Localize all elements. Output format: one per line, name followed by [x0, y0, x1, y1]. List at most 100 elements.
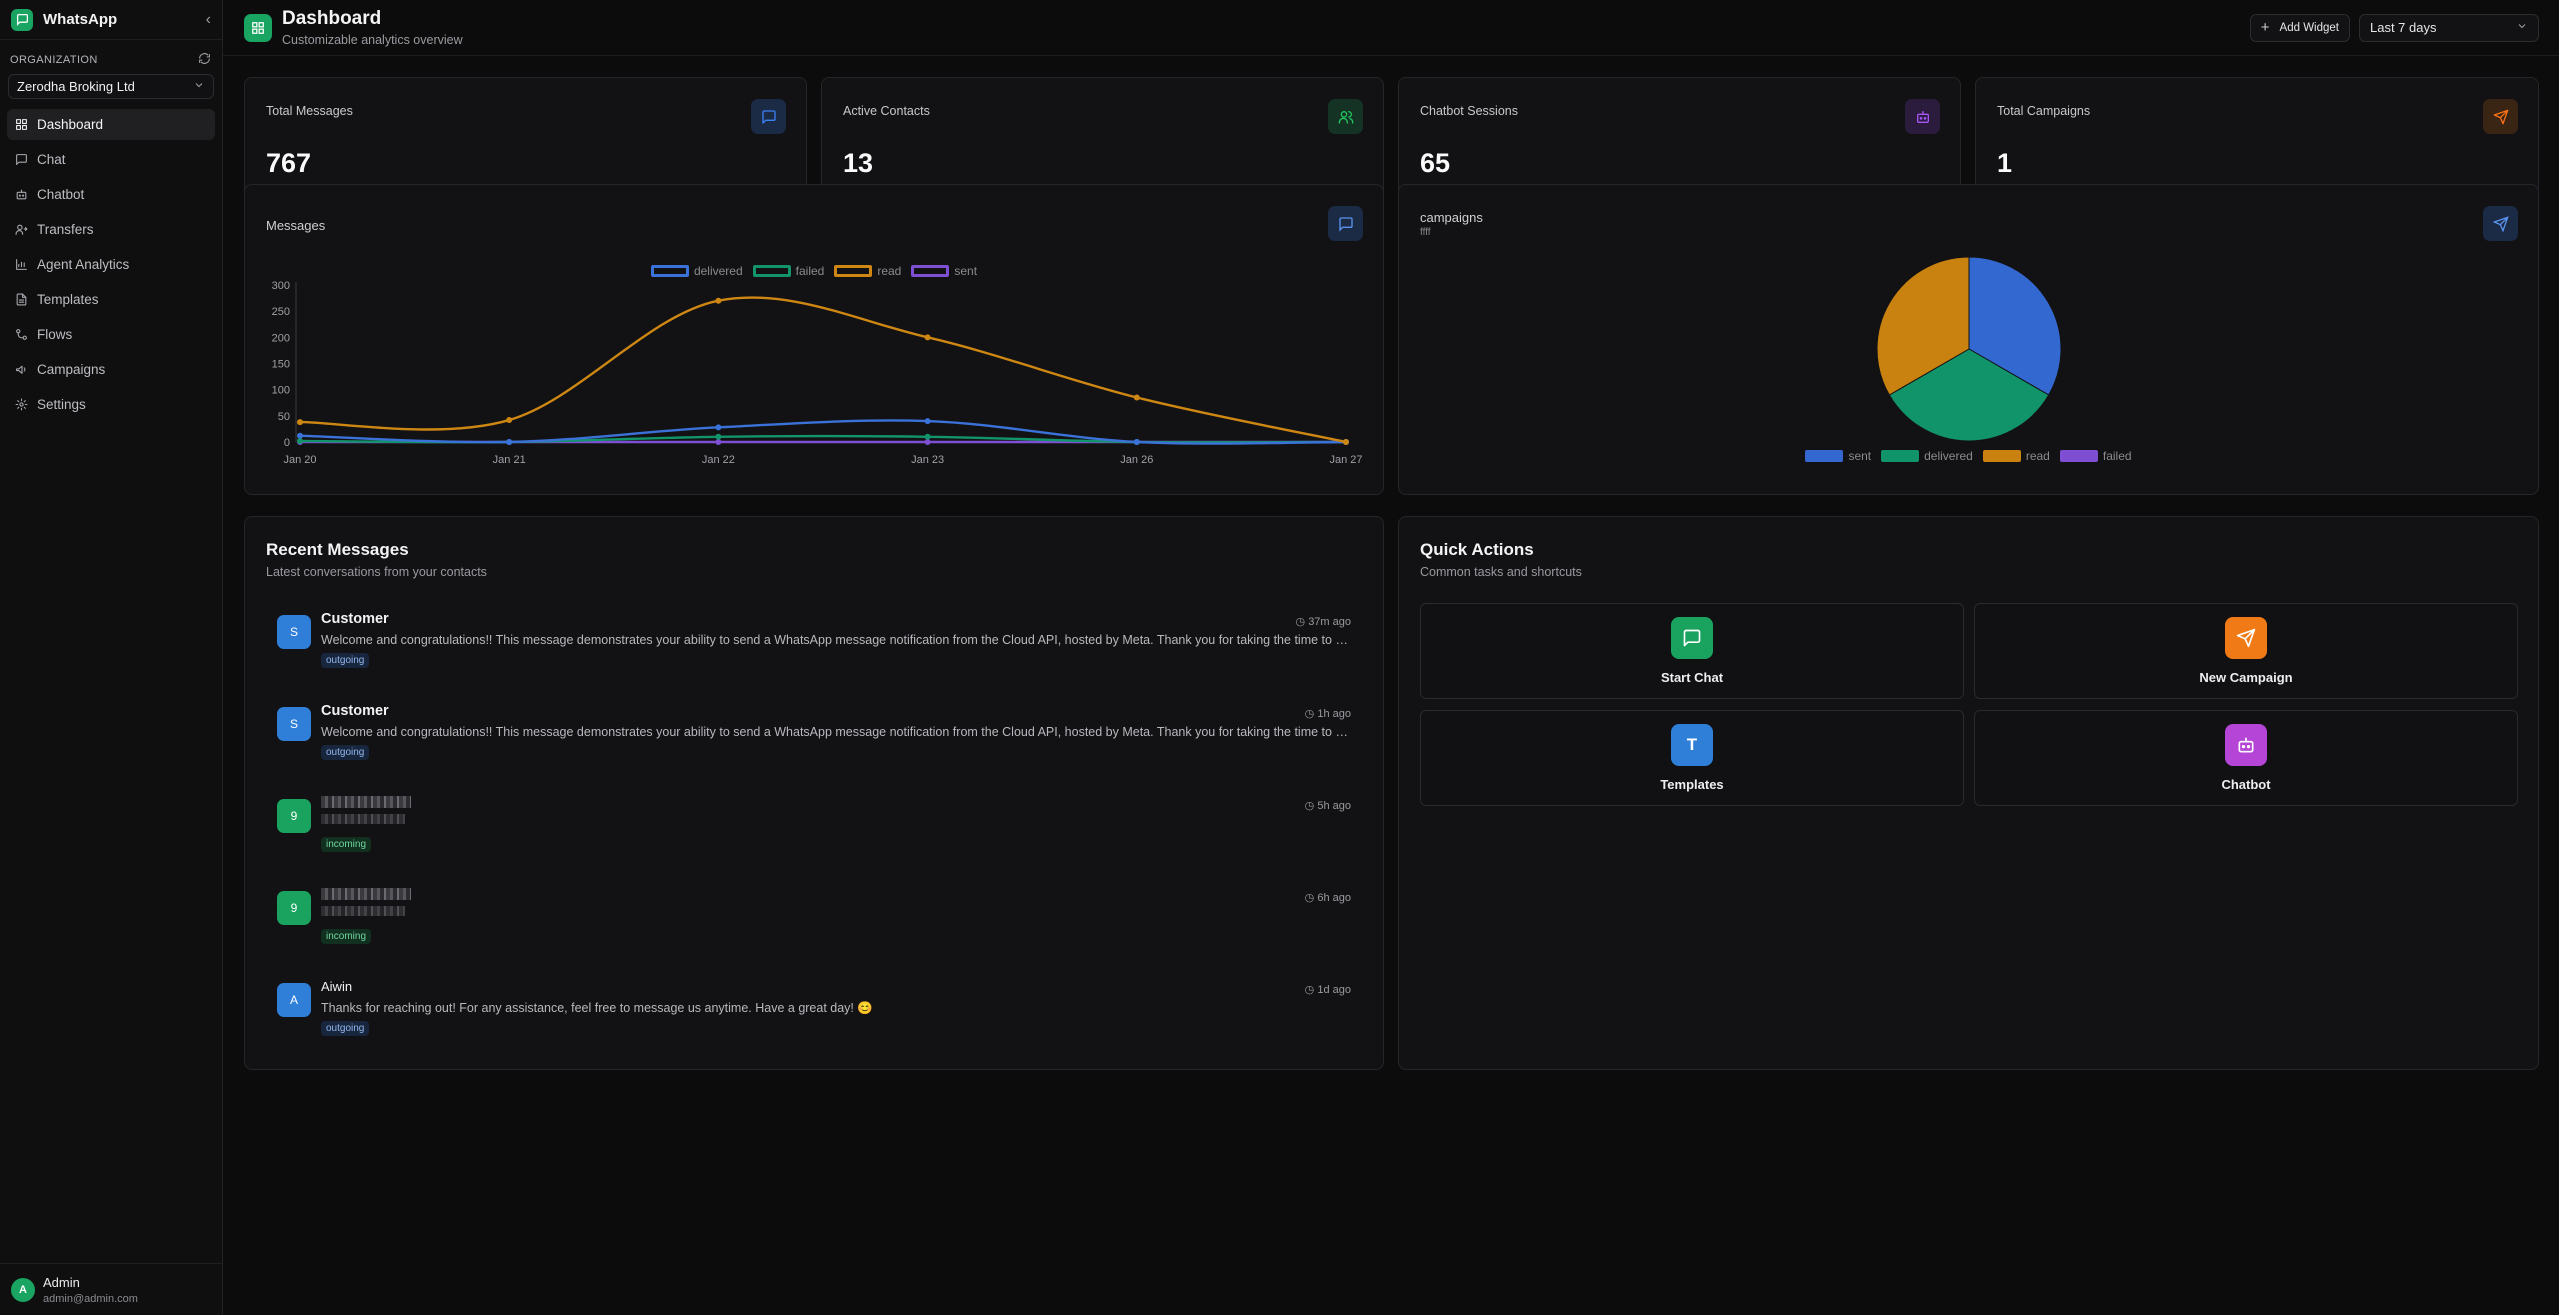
org-select-value: Zerodha Broking Ltd [17, 79, 135, 94]
stat-title: Chatbot Sessions [1420, 104, 1518, 118]
quick-action-label: Chatbot [2221, 777, 2271, 792]
legend-item-failed[interactable]: failed [2059, 449, 2132, 463]
users-icon [1328, 99, 1363, 134]
campaigns-chart-subtitle: ffff [1420, 227, 1431, 238]
quick-action-label: New Campaign [2199, 670, 2293, 685]
quick-actions-title: Quick Actions [1420, 540, 1534, 559]
page-title: Dashboard [282, 8, 382, 29]
data-point-delivered [1133, 439, 1140, 445]
recent-message-item[interactable]: S ◷ 1h ago Customer Welcome and congratulat… [277, 703, 1351, 787]
y-tick-label: 150 [272, 359, 290, 371]
sidebar-item-transfers[interactable]: Transfers [7, 214, 215, 245]
collapse-sidebar-icon[interactable]: ‹ [205, 10, 211, 28]
contact-avatar: S [277, 707, 311, 741]
template-icon: T [1671, 724, 1713, 766]
user-profile[interactable]: A Admin admin@admin.com [0, 1263, 222, 1315]
main-content: Dashboard Customizable analytics overvie… [223, 0, 2559, 1315]
message-time-text: 6h ago [1317, 892, 1351, 904]
user-email: admin@admin.com [43, 1292, 138, 1305]
legend-swatch [1881, 450, 1920, 462]
period-select[interactable]: Last 7 days [2359, 13, 2539, 42]
add-widget-button[interactable]: + Add Widget [2249, 13, 2350, 42]
org-label: ORGANIZATION [10, 54, 98, 66]
page-subtitle: Customizable analytics overview [282, 33, 463, 47]
sidebar-item-label: Dashboard [37, 117, 104, 132]
campaigns-chart-card: campaigns ffff sent delivered read failed [1398, 184, 2539, 495]
sidebar-item-flows[interactable]: Flows [7, 319, 215, 350]
stat-value: 767 [266, 148, 312, 178]
data-point-read [506, 417, 513, 424]
chevron-down-icon [2516, 20, 2528, 35]
bot-icon [15, 188, 37, 201]
legend-item-delivered[interactable]: delivered [650, 264, 743, 278]
message-time-text: 1h ago [1317, 708, 1351, 720]
y-tick-label: 300 [272, 280, 290, 292]
user-name: Admin [43, 1274, 80, 1290]
y-tick-label: 0 [284, 437, 290, 449]
direction-badge: outgoing [321, 1021, 370, 1036]
message-time: ◷ 37m ago [1296, 615, 1351, 628]
send-icon [2483, 206, 2518, 241]
app-name: WhatsApp [43, 11, 118, 28]
y-tick-label: 50 [278, 411, 290, 423]
x-tick-label: Jan 21 [493, 454, 526, 466]
legend-item-read[interactable]: read [1982, 449, 2050, 463]
message-icon [1671, 617, 1713, 659]
legend-item-sent[interactable]: sent [911, 264, 977, 278]
sidebar-item-label: Flows [37, 327, 73, 342]
brand: WhatsApp ‹ [0, 0, 222, 40]
sidebar-item-chatbot[interactable]: Chatbot [7, 179, 215, 210]
recent-message-item[interactable]: A ◷ 1d ago Aiwin Thanks for reaching out! F… [277, 979, 1351, 1063]
recent-messages-title: Recent Messages [266, 540, 409, 559]
legend-item-sent[interactable]: sent [1805, 449, 1871, 463]
message-time: ◷ 1h ago [1305, 707, 1351, 720]
refresh-icon[interactable] [198, 52, 211, 68]
sidebar-item-agent-analytics[interactable]: Agent Analytics [7, 249, 215, 280]
messages-chart-title: Messages [266, 218, 326, 233]
data-point-delivered [715, 424, 722, 431]
message-time-text: 37m ago [1308, 616, 1351, 628]
message-time: ◷ 5h ago [1305, 799, 1351, 812]
y-tick-label: 200 [272, 332, 290, 344]
gear-icon [15, 398, 37, 411]
legend-label: sent [954, 264, 978, 278]
x-tick-label: Jan 23 [911, 454, 944, 466]
legend-item-read[interactable]: read [834, 264, 901, 278]
pie-slice-read [1876, 256, 1970, 396]
quick-action-label: Start Chat [1660, 670, 1724, 685]
quick-action-glyph: T [1686, 735, 1698, 754]
message-icon [15, 153, 37, 166]
sidebar-item-campaigns[interactable]: Campaigns [7, 354, 215, 385]
recent-message-item[interactable]: S ◷ 37m ago Customer Welcome and congratula… [277, 611, 1351, 695]
legend-item-failed[interactable]: failed [752, 264, 825, 278]
sidebar-item-label: Templates [37, 292, 99, 307]
org-label-row: ORGANIZATION [0, 40, 222, 72]
stat-title: Total Messages [266, 104, 353, 118]
recent-message-item[interactable]: 9 ◷ 6h ago incoming [277, 888, 1351, 971]
chevron-down-icon [193, 79, 205, 94]
send-icon [2225, 617, 2267, 659]
chart-icon [15, 258, 37, 271]
sidebar-item-chat[interactable]: Chat [7, 144, 215, 175]
stat-title: Total Campaigns [1997, 104, 2091, 118]
sidebar-item-dashboard[interactable]: Dashboard [7, 109, 215, 140]
stat-title: Active Contacts [843, 104, 930, 118]
legend-swatch [1805, 450, 1844, 462]
sidebar-item-settings[interactable]: Settings [7, 389, 215, 420]
quick-action-start-chat[interactable]: Start Chat [1420, 603, 1964, 699]
quick-action-templates[interactable]: T Templates [1420, 710, 1964, 806]
sidebar-item-label: Agent Analytics [37, 257, 130, 272]
legend-label: sent [1848, 449, 1872, 463]
contact-name: Aiwin [321, 979, 353, 994]
direction-badge: incoming [321, 929, 372, 944]
megaphone-icon [15, 363, 37, 376]
message-time: ◷ 6h ago [1305, 891, 1351, 904]
recent-message-item[interactable]: 9 ◷ 5h ago incoming [277, 796, 1351, 879]
sidebar-item-templates[interactable]: Templates [7, 284, 215, 315]
quick-action-chatbot[interactable]: Chatbot [1974, 710, 2518, 806]
legend-label: failed [795, 264, 825, 278]
legend-item-delivered[interactable]: delivered [1881, 449, 1973, 463]
org-select[interactable]: Zerodha Broking Ltd [8, 74, 214, 99]
campaigns-chart-title: campaigns [1420, 210, 1483, 225]
quick-action-new-campaign[interactable]: New Campaign [1974, 603, 2518, 699]
